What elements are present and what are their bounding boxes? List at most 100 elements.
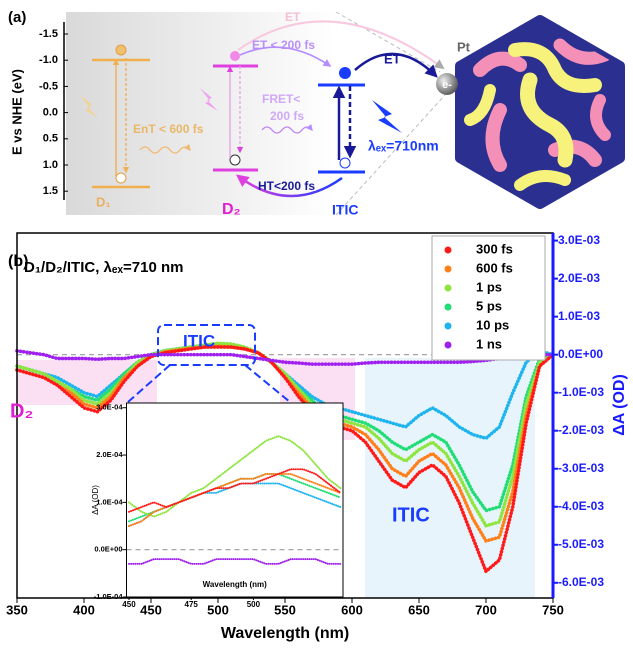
chart-title: D₁/D₂/ITIC, λₑₓ=710 nm [24,259,183,276]
legend-label: 1 ps [476,279,502,294]
electron [230,51,240,61]
y-tick-label: 0.0E+00 [558,347,603,361]
light-icon [200,88,218,111]
arrow [139,143,191,154]
hole [115,172,127,184]
x-tick-label: 450 [140,602,162,617]
y-tick-label: -3.0E-03 [558,461,604,475]
legend-label: 300 fs [476,241,513,256]
electron [339,67,351,79]
hole [339,157,351,169]
y-tick-label: 0.0E+00 [94,545,122,554]
x-tick-label: 400 [73,602,95,617]
y-tick-label: -1.0E-03 [558,385,604,399]
x-tick-label: 500 [247,600,261,609]
x-tick-label: 550 [274,602,296,617]
label: e- [442,79,452,91]
label: HT<200 fs [258,179,315,193]
label: Pt [457,39,471,54]
label: ET [285,10,301,24]
annotation: ITIC [392,504,430,526]
legend-swatch [444,284,452,292]
arrow [235,174,343,198]
pt-particle [436,73,458,95]
y-tick-label: 1.0E-04 [96,497,123,506]
zoom-box [157,324,256,366]
main-chart: 3.0E-03 2.0E-03 1.0E-03 0.0E+00 -1.0E-03 -2.0… [6,232,628,642]
y-tick-label: -6.0E-03 [558,575,604,589]
legend-swatch [444,322,452,330]
arrow [239,46,332,67]
guide-line [335,11,446,216]
x-tick-label: 475 [185,600,199,609]
y-tick-label: 1.0E-03 [558,309,600,323]
inset-link [127,324,291,403]
series-line [127,435,342,518]
y-tick-label: 2.0E-03 [558,271,600,285]
x-tick-label: 650 [408,602,430,617]
x-tick-label: 700 [475,602,497,617]
light-icon [372,100,402,133]
electron [115,44,127,56]
light-icon [80,95,98,118]
y-tick-label: 3.0E-04 [96,403,123,412]
x-tick-label: 750 [542,602,564,617]
tick-label: 0.0 [43,107,58,119]
label: 200 fs [270,109,304,123]
x-tick-label: 600 [341,602,363,617]
y-tick-label: -4.0E-03 [558,499,604,513]
x-axis-label: Wavelength (nm) [203,580,267,589]
hole [229,154,241,166]
legend-swatch [444,341,452,349]
shaded-region [66,12,336,215]
label: EnT < 600 fs [133,122,204,136]
inset-background [126,403,343,597]
zoom-line [127,364,291,403]
series-line [15,349,555,366]
energy-diagram: (a) E vs NHE (eV) -1.5 -1.0 -0.5 0.0 0.5 1.0 1… [8,9,625,218]
legend-box [431,235,546,361]
legend-swatch [444,246,452,254]
label: ITIC [332,202,358,218]
axis-label: E vs NHE (eV) [9,69,24,155]
label: ET [384,51,401,66]
legend-label: 10 ps [476,317,509,332]
tick-label: 1.5 [43,185,58,197]
tick-label: 0.5 [43,133,58,145]
y-tick-label: 2.0E-04 [96,450,123,459]
series-line [15,341,555,528]
tick-label: -1.0 [39,54,58,66]
highlight [365,358,535,598]
y-tick-label: -2.0E-03 [558,423,604,437]
arrow [354,52,438,78]
x-tick-label: 450 [122,600,136,609]
series-line [127,558,342,565]
tick-label: -1.5 [39,28,58,40]
label: λₑₓ=710nm [368,138,439,154]
label: FRET< [262,92,300,106]
label: D₂ [222,201,241,218]
tick-label: 1.0 [43,159,58,171]
y-tick-label: -5.0E-03 [558,537,604,551]
x-axis-label: Wavelength (nm) [221,625,349,642]
arrow [261,123,313,134]
legend-label: 5 ps [476,298,502,313]
particle-domains [464,38,612,191]
x-tick-label: 500 [207,602,229,617]
label: ET < 200 fs [252,38,315,52]
legend-swatch [444,303,452,311]
y-tick-label: 3.0E-03 [558,233,600,247]
tick-label: -0.5 [39,80,58,92]
panel-label: (b) [8,253,28,270]
y-axis-label: ΔA (OD) [91,485,100,515]
y-tick-label: -1.0E-04 [94,592,124,601]
annotation: ITIC [183,331,215,350]
series-line [15,345,555,574]
series-line [127,468,342,513]
legend-label: 600 fs [476,260,513,275]
panel-label: (a) [8,9,26,26]
arrow [237,20,445,70]
annotation: D₂ [10,400,33,422]
